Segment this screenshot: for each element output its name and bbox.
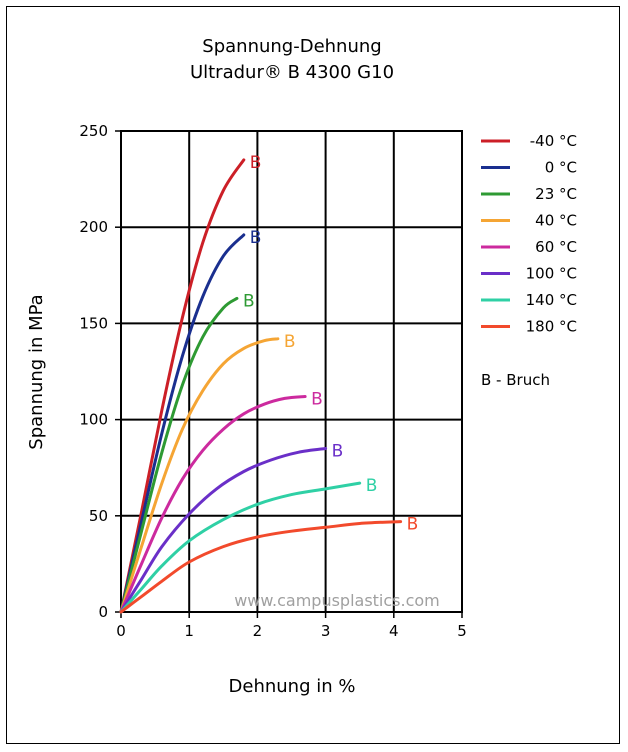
y-tick-label: 250 <box>79 122 108 140</box>
x-tick-label: 0 <box>116 622 126 640</box>
break-label: B <box>243 291 255 311</box>
break-label: B <box>311 390 323 410</box>
series-line <box>119 233 246 614</box>
grid <box>120 130 463 613</box>
series-line <box>119 337 280 614</box>
x-tick-label: 3 <box>321 622 331 640</box>
series-layer: B B B B B B B B <box>119 153 419 614</box>
series-line <box>119 296 239 614</box>
x-tick-label: 5 <box>457 622 467 640</box>
legend-label: 40 °C <box>535 212 577 230</box>
y-tick-label: 0 <box>98 603 108 621</box>
x-axis-label: Dehnung in % <box>229 676 356 697</box>
legend: -40 °C 0 °C 23 °C 40 °C 60 °C 100 °C 140 °C 180… <box>481 132 577 336</box>
break-label: B <box>407 515 419 535</box>
legend-label: 60 °C <box>535 238 577 256</box>
x-tick-label: 1 <box>184 622 194 640</box>
break-label: B <box>332 441 344 461</box>
x-tick-label: 4 <box>389 622 399 640</box>
y-axis-label: Spannung in MPa <box>26 294 47 449</box>
series-line <box>119 395 307 614</box>
watermark: www.campusplastics.com <box>234 591 440 610</box>
break-label: B <box>250 153 262 173</box>
plot-area-border <box>120 130 463 613</box>
legend-label: 180 °C <box>526 318 577 336</box>
series-line <box>119 520 403 614</box>
y-tick-label: 150 <box>79 314 108 332</box>
y-tick-label: 100 <box>79 411 108 429</box>
legend-label: -40 °C <box>530 132 577 150</box>
legend-label: 140 °C <box>526 291 577 309</box>
legend-note: B - Bruch <box>481 371 550 389</box>
break-label: B <box>366 476 378 496</box>
y-tick-label: 200 <box>79 218 108 236</box>
break-label: B <box>250 228 262 248</box>
chart-title: Spannung-Dehnung <box>202 36 381 57</box>
legend-label: 0 °C <box>545 159 577 177</box>
chart-frame <box>6 6 620 744</box>
series-line <box>119 447 328 614</box>
legend-label: 23 °C <box>535 185 577 203</box>
series-line <box>119 481 362 614</box>
y-tick-label: 50 <box>89 507 108 525</box>
break-label: B <box>284 332 296 352</box>
chart-subtitle: Ultradur® B 4300 G10 <box>190 62 394 83</box>
legend-label: 100 °C <box>526 265 577 283</box>
series-line <box>119 158 246 614</box>
x-tick-label: 2 <box>253 622 263 640</box>
